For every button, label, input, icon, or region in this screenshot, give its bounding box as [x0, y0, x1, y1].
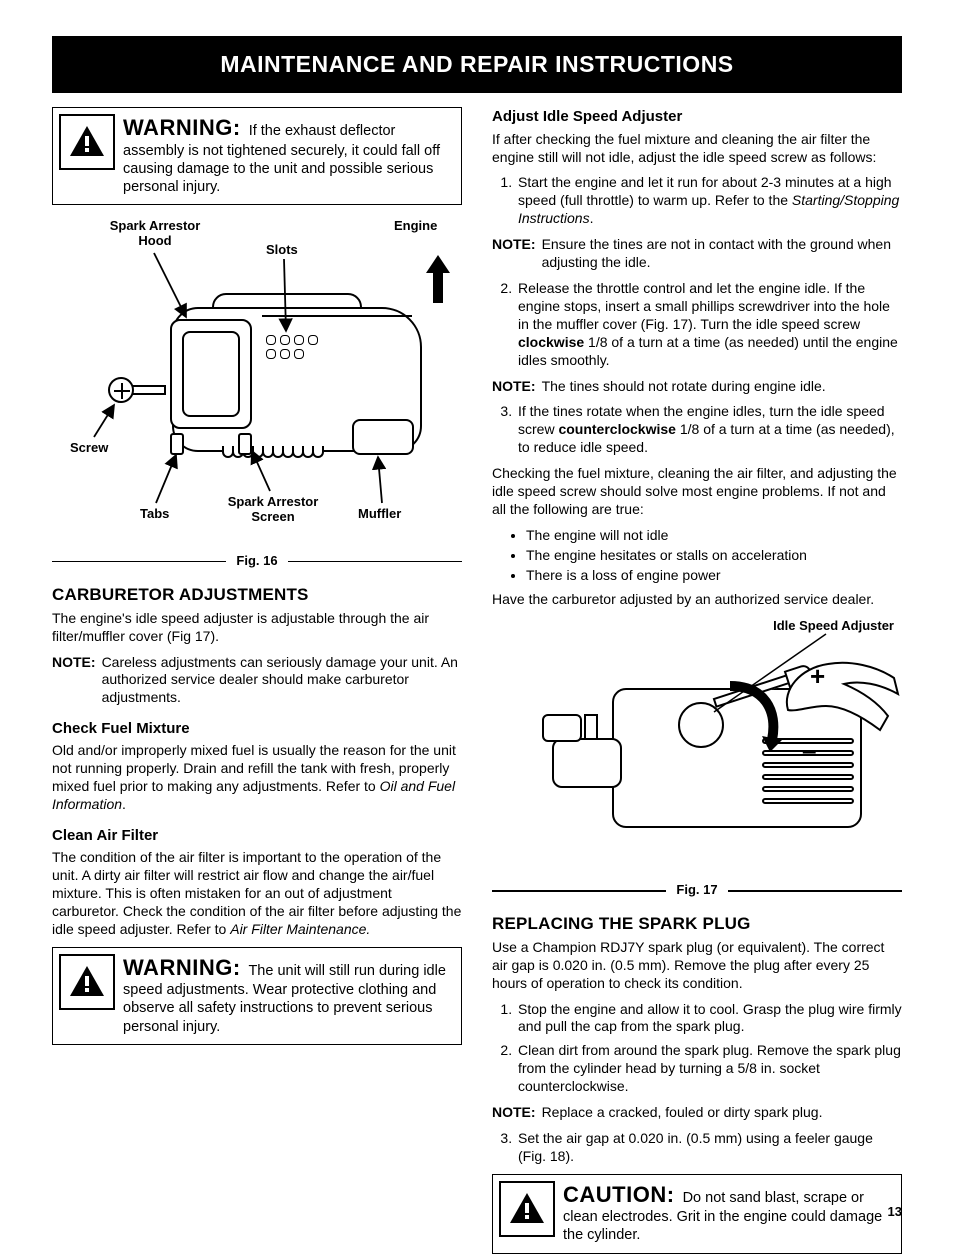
idle-steps-3: If the tines rotate when the engine idle…: [492, 403, 902, 457]
spark-steps-3: Set the air gap at 0.020 in. (0.5 mm) us…: [492, 1130, 902, 1166]
idle-bullets: The engine will not idle The engine hesi…: [492, 527, 902, 585]
caption-rule-left: [492, 890, 666, 892]
caution-lead: CAUTION:: [563, 1182, 675, 1207]
warning-box-1: WARNING: If the exhaust deflector assemb…: [52, 107, 462, 205]
page-title-bar: MAINTENANCE AND REPAIR INSTRUCTIONS: [52, 36, 902, 93]
idle-intro: If after checking the fuel mixture and c…: [492, 131, 902, 167]
figure-17-diagram: Idle Speed Adjuster: [492, 618, 902, 878]
carb-note: NOTE: Careless adjustments can seriously…: [52, 654, 462, 708]
warning-icon: [59, 954, 115, 1010]
spark-steps-12: Stop the engine and allow it to cool. Gr…: [492, 1001, 902, 1097]
spark-step-1: Stop the engine and allow it to cool. Gr…: [516, 1001, 902, 1037]
spark-note-body: Replace a cracked, fouled or dirty spark…: [542, 1104, 902, 1122]
caption-rule-left: [52, 561, 226, 563]
heading-air: Clean Air Filter: [52, 826, 462, 845]
warning-icon: [59, 114, 115, 170]
carb-note-lead: NOTE:: [52, 654, 96, 708]
figure-17-caption: Fig. 17: [492, 882, 902, 899]
idle-note2-body: The tines should not rotate during engin…: [542, 378, 902, 396]
caution-body: CAUTION: Do not sand blast, scrape or cl…: [563, 1181, 893, 1245]
idle-step-2: Release the throttle control and let the…: [516, 280, 902, 370]
warning-lead-1: WARNING:: [123, 115, 241, 140]
idle-note1-lead: NOTE:: [492, 236, 536, 272]
figure-16-caption: Fig. 16: [52, 553, 462, 570]
spark-note-lead: NOTE:: [492, 1104, 536, 1122]
idle-note1-body: Ensure the tines are not in contact with…: [542, 236, 902, 272]
carb-note-body: Careless adjustments can seriously damag…: [102, 654, 462, 708]
idle-bullet-2: The engine hesitates or stalls on accele…: [526, 547, 902, 565]
idle-step-1: Start the engine and let it run for abou…: [516, 174, 902, 228]
figure-16-diagram: Spark Arrestor Hood Slots Engine Screw T…: [52, 219, 462, 549]
figure-17: Idle Speed Adjuster: [492, 618, 902, 899]
idle-note2-lead: NOTE:: [492, 378, 536, 396]
idle-after: Checking the fuel mixture, cleaning the …: [492, 465, 902, 519]
page-number: 13: [888, 1204, 902, 1221]
fuel-para: Old and/or improperly mixed fuel is usua…: [52, 742, 462, 814]
idle-s3-bold: counterclockwise: [558, 421, 676, 437]
carb-para-1: The engine's idle speed adjuster is adju…: [52, 610, 462, 646]
idle-s1-b: .: [590, 210, 594, 226]
heading-idle: Adjust Idle Speed Adjuster: [492, 107, 902, 126]
figure-16: Spark Arrestor Hood Slots Engine Screw T…: [52, 219, 462, 570]
idle-note-1: NOTE: Ensure the tines are not in contac…: [492, 236, 902, 272]
spark-note: NOTE: Replace a cracked, fouled or dirty…: [492, 1104, 902, 1122]
idle-steps-1: Start the engine and let it run for abou…: [492, 174, 902, 228]
spark-step-2: Clean dirt from around the spark plug. R…: [516, 1042, 902, 1096]
idle-s2-bold: clockwise: [518, 334, 584, 350]
idle-bullet-3: There is a loss of engine power: [526, 567, 902, 585]
warning-lead-2: WARNING:: [123, 955, 241, 980]
two-column-layout: WARNING: If the exhaust deflector assemb…: [52, 107, 902, 1253]
warning-body-2: WARNING: The unit will still run during …: [123, 954, 453, 1036]
idle-step-3: If the tines rotate when the engine idle…: [516, 403, 902, 457]
heading-carburetor: CARBURETOR ADJUSTMENTS: [52, 584, 462, 606]
caption-rule-right: [728, 890, 902, 892]
air-para: The condition of the air filter is impor…: [52, 849, 462, 939]
fig16-leaders: [52, 219, 462, 549]
heading-fuel: Check Fuel Mixture: [52, 719, 462, 738]
idle-closing: Have the carburetor adjusted by an autho…: [492, 591, 902, 609]
idle-note-2: NOTE: The tines should not rotate during…: [492, 378, 902, 396]
spark-step-3: Set the air gap at 0.020 in. (0.5 mm) us…: [516, 1130, 902, 1166]
caution-box: CAUTION: Do not sand blast, scrape or cl…: [492, 1174, 902, 1254]
figure-16-caption-text: Fig. 16: [236, 553, 277, 570]
idle-s2-a: Release the throttle control and let the…: [518, 280, 890, 332]
page-title: MAINTENANCE AND REPAIR INSTRUCTIONS: [220, 51, 733, 77]
caption-rule-right: [288, 561, 462, 563]
air-para-em: Air Filter Maintenance.: [230, 921, 370, 937]
right-column: Adjust Idle Speed Adjuster If after chec…: [492, 107, 902, 1253]
figure-17-caption-text: Fig. 17: [676, 882, 717, 899]
heading-spark: REPLACING THE SPARK PLUG: [492, 913, 902, 935]
fuel-para-b: .: [122, 796, 126, 812]
idle-bullet-1: The engine will not idle: [526, 527, 902, 545]
spark-intro: Use a Champion RDJ7Y spark plug (or equi…: [492, 939, 902, 993]
warning-icon: [499, 1181, 555, 1237]
warning-body-1: WARNING: If the exhaust deflector assemb…: [123, 114, 453, 196]
fig17-leader: [492, 618, 902, 878]
warning-box-2: WARNING: The unit will still run during …: [52, 947, 462, 1045]
left-column: WARNING: If the exhaust deflector assemb…: [52, 107, 462, 1253]
idle-steps-2: Release the throttle control and let the…: [492, 280, 902, 370]
